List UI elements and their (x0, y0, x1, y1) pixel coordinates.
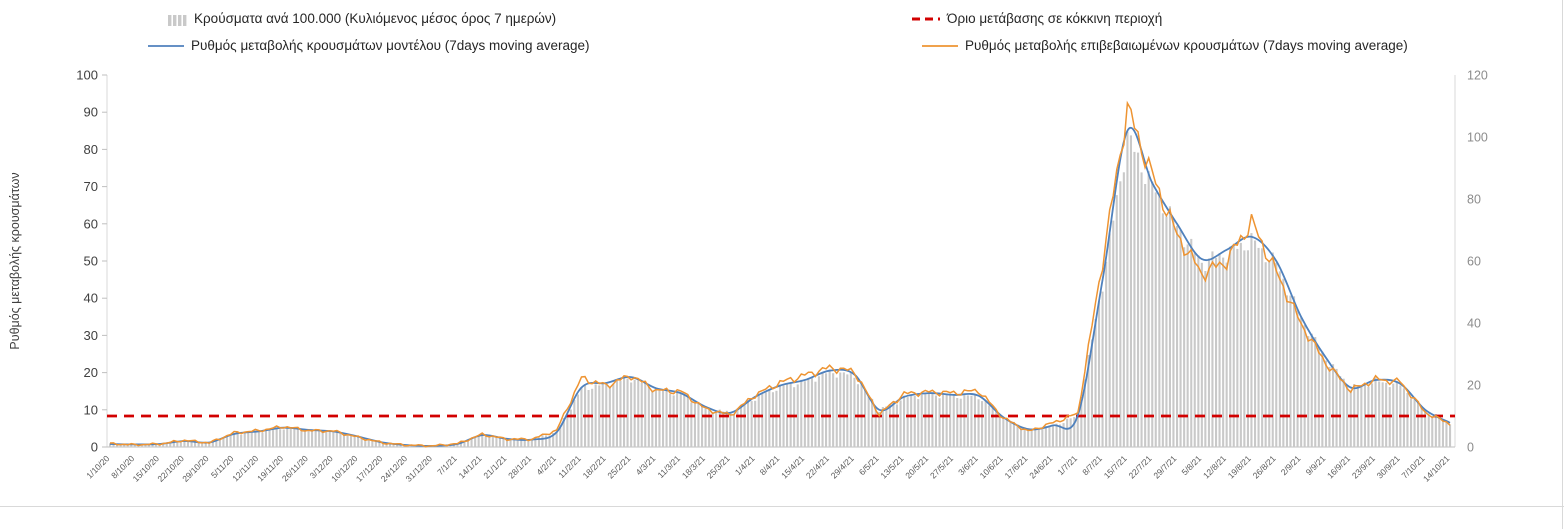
svg-text:40: 40 (84, 291, 98, 306)
svg-text:17/6/21: 17/6/21 (1002, 453, 1029, 480)
legend-label-cases-bars: Κρούσματα ανά 100.000 (Κυλιόμενος μέσος … (194, 11, 557, 26)
svg-text:21/1/21: 21/1/21 (481, 453, 508, 480)
svg-text:23/9/21: 23/9/21 (1350, 453, 1377, 480)
svg-text:14/1/21: 14/1/21 (457, 453, 484, 480)
svg-text:0: 0 (1467, 441, 1474, 455)
svg-text:20: 20 (1467, 379, 1481, 393)
svg-text:29/7/21: 29/7/21 (1151, 453, 1178, 480)
legend-label-threshold: Όριο μετάβασης σε κόκκινη περιοχή (947, 11, 1163, 26)
svg-text:60: 60 (84, 216, 98, 231)
svg-text:0: 0 (91, 440, 98, 455)
svg-text:18/2/21: 18/2/21 (581, 453, 608, 480)
svg-text:20: 20 (84, 365, 98, 380)
svg-text:120: 120 (1467, 69, 1488, 83)
svg-text:26/8/21: 26/8/21 (1251, 453, 1278, 480)
svg-text:80: 80 (84, 142, 98, 157)
legend-label-confirmed-line: Ρυθμός μεταβολής επιβεβαιωμένων κρουσμάτ… (965, 38, 1408, 53)
svg-text:12/11/20: 12/11/20 (230, 453, 260, 483)
legend-label-model-line: Ρυθμός μεταβολής κρουσμάτων μοντέλου (7d… (191, 38, 590, 53)
svg-text:22/7/21: 22/7/21 (1127, 453, 1154, 480)
svg-text:29/4/21: 29/4/21 (829, 453, 856, 480)
svg-text:14/10/21: 14/10/21 (1421, 453, 1452, 484)
svg-text:30/9/21: 30/9/21 (1375, 453, 1402, 480)
bars-series (109, 131, 1452, 448)
svg-text:24/6/21: 24/6/21 (1027, 453, 1054, 480)
svg-text:11/2/21: 11/2/21 (556, 453, 583, 480)
svg-text:15/7/21: 15/7/21 (1102, 453, 1129, 480)
svg-text:1/10/20: 1/10/20 (84, 453, 111, 480)
confirmed-line (109, 100, 1451, 448)
svg-text:4/2/21: 4/2/21 (534, 453, 558, 477)
x-axis-labels: 1/10/208/10/2015/10/2022/10/2029/10/205/… (84, 453, 1451, 484)
line-swatch-icon (922, 45, 958, 47)
svg-text:25/2/21: 25/2/21 (605, 453, 632, 480)
svg-text:12/8/21: 12/8/21 (1201, 453, 1228, 480)
line-swatch-icon (148, 45, 184, 47)
svg-text:28/1/21: 28/1/21 (506, 453, 533, 480)
svg-text:25/3/21: 25/3/21 (705, 453, 732, 480)
svg-text:16/9/21: 16/9/21 (1325, 453, 1352, 480)
dashed-line-swatch-icon (912, 17, 940, 21)
svg-text:19/8/21: 19/8/21 (1226, 453, 1253, 480)
svg-text:10: 10 (84, 402, 98, 417)
legend-item-model-line: Ρυθμός μεταβολής κρουσμάτων μοντέλου (7d… (148, 38, 590, 54)
chart-border-right (1562, 0, 1563, 529)
svg-text:100: 100 (1467, 131, 1488, 145)
svg-text:40: 40 (1467, 317, 1481, 331)
svg-text:30: 30 (84, 328, 98, 343)
svg-text:20/5/21: 20/5/21 (903, 453, 930, 480)
svg-text:50: 50 (84, 254, 98, 269)
svg-text:60: 60 (1467, 255, 1481, 269)
svg-text:15/4/21: 15/4/21 (779, 453, 806, 480)
svg-text:70: 70 (84, 179, 98, 194)
svg-text:1/4/21: 1/4/21 (733, 453, 757, 477)
legend-item-cases-bars: Κρούσματα ανά 100.000 (Κυλιόμενος μέσος … (168, 11, 556, 27)
svg-text:31/12/20: 31/12/20 (404, 453, 435, 484)
svg-text:29/10/20: 29/10/20 (180, 453, 211, 484)
svg-text:27/5/21: 27/5/21 (928, 453, 955, 480)
svg-text:80: 80 (1467, 193, 1481, 207)
svg-text:18/3/21: 18/3/21 (680, 453, 707, 480)
svg-text:90: 90 (84, 105, 98, 120)
svg-text:1/7/21: 1/7/21 (1055, 453, 1079, 477)
legend-item-threshold: Όριο μετάβασης σε κόκκινη περιοχή (912, 11, 1162, 27)
chart-border-bottom (0, 506, 1564, 507)
svg-text:100: 100 (76, 68, 98, 83)
svg-text:13/5/21: 13/5/21 (878, 453, 905, 480)
legend-item-confirmed-line: Ρυθμός μεταβολής επιβεβαιωμένων κρουσμάτ… (922, 38, 1408, 54)
svg-text:22/4/21: 22/4/21 (804, 453, 831, 480)
svg-text:19/11/20: 19/11/20 (255, 453, 285, 483)
svg-text:11/3/21: 11/3/21 (655, 453, 682, 480)
svg-text:4/3/21: 4/3/21 (634, 453, 658, 477)
svg-text:2/9/21: 2/9/21 (1279, 453, 1303, 477)
bars-swatch-icon (168, 14, 187, 26)
svg-text:26/11/20: 26/11/20 (280, 453, 310, 483)
svg-text:10/6/21: 10/6/21 (978, 453, 1005, 480)
